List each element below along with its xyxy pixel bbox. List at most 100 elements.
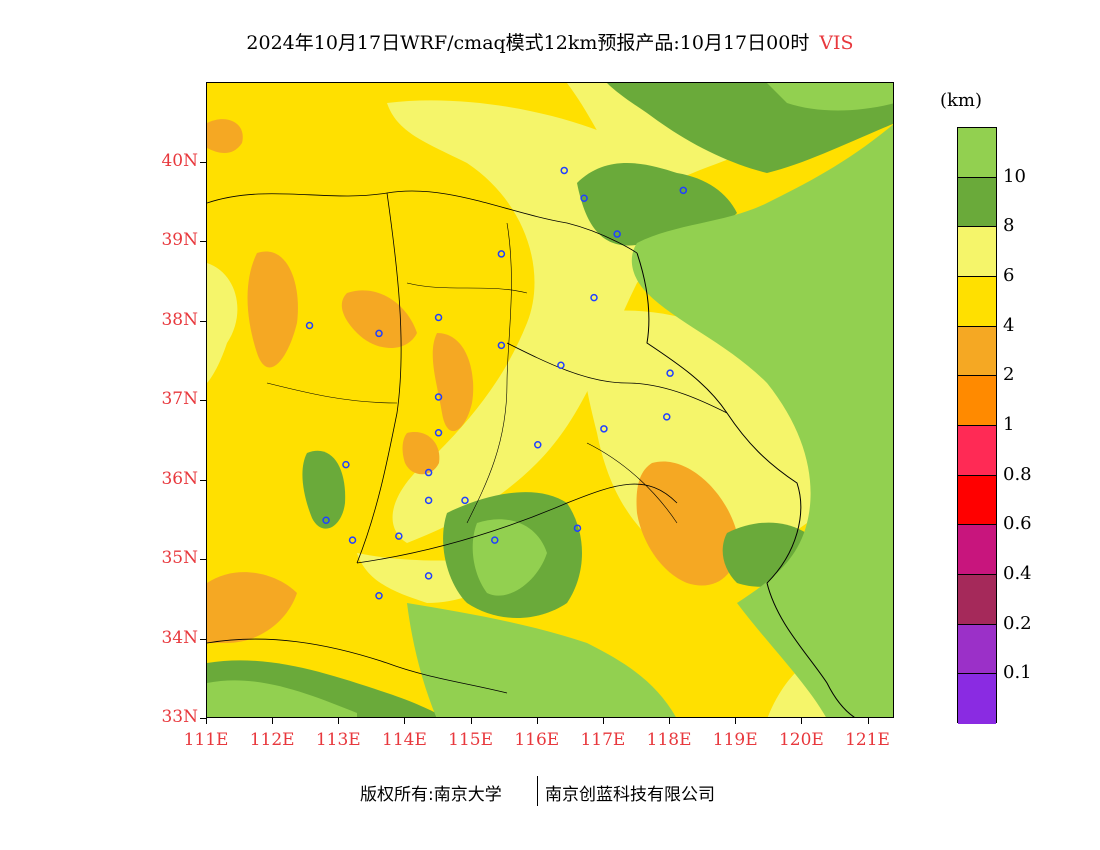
lat-tick	[200, 400, 206, 401]
zone-2-4-c	[432, 333, 474, 432]
lon-label: 115E	[448, 730, 494, 750]
station-marker	[305, 321, 314, 330]
title-variable: VIS	[819, 32, 854, 54]
lat-label: 37N	[161, 389, 198, 409]
legend-label: 0.4	[1003, 563, 1032, 584]
lon-tick	[536, 718, 538, 724]
station-marker	[663, 413, 671, 421]
station-marker	[580, 194, 588, 203]
zone-10-south	[472, 519, 547, 596]
legend-label: 8	[1003, 215, 1015, 237]
county-boundary-4	[586, 442, 678, 524]
legend-unit: (km)	[940, 90, 983, 111]
credit-separator	[537, 776, 538, 806]
station-marker	[434, 313, 443, 322]
province-boundary-1	[207, 190, 638, 254]
zone-2-4-f	[207, 119, 243, 153]
station-marker	[342, 460, 350, 469]
station-marker	[434, 429, 443, 437]
lat-label: 36N	[161, 468, 198, 489]
station-marker	[375, 592, 383, 600]
lon-label: 121E	[845, 730, 890, 750]
station-marker	[434, 393, 443, 401]
province-boundary-4	[506, 342, 728, 414]
legend-label: 6	[1003, 265, 1015, 286]
county-boundary-2	[266, 382, 398, 404]
coastline	[636, 252, 855, 717]
lat-tick	[200, 161, 206, 163]
legend-swatch	[958, 128, 996, 178]
lon-tick	[669, 718, 671, 724]
station-marker	[613, 230, 621, 238]
lat-tick	[200, 479, 206, 481]
station-markers	[305, 166, 688, 600]
lat-tick	[200, 638, 206, 640]
lon-tick	[867, 718, 869, 724]
lon-tick	[801, 718, 803, 724]
province-boundary-3	[356, 483, 678, 564]
lon-label: 112E	[249, 730, 295, 750]
legend-swatch	[958, 425, 996, 476]
station-marker	[534, 440, 542, 449]
legend-label: 1	[1003, 414, 1015, 435]
zone-2-4-b	[341, 290, 417, 348]
map-title: 2024年10月17日WRF/cmaq模式12km预报产品:10月17日00时 V…	[0, 28, 1100, 55]
lat-tick	[200, 241, 206, 242]
station-marker	[395, 532, 403, 540]
lon-tick	[602, 718, 604, 724]
zone-10-south-2	[407, 603, 676, 717]
station-marker	[424, 496, 433, 505]
station-marker	[491, 536, 499, 544]
legend-label: 4	[1003, 314, 1015, 336]
province-boundary-5	[207, 638, 508, 694]
legend-swatch	[958, 326, 996, 377]
color-legend	[957, 127, 997, 724]
lon-label: 116E	[514, 730, 560, 750]
legend-swatch	[958, 624, 996, 675]
legend-label: 0.1	[1003, 662, 1032, 684]
lon-label: 119E	[712, 730, 758, 750]
lon-tick	[206, 718, 207, 724]
station-marker	[322, 516, 330, 524]
zone-6-8-west	[207, 263, 238, 383]
station-marker	[590, 293, 598, 302]
station-marker	[424, 468, 433, 477]
credit-left: 版权所有:南京大学	[360, 785, 502, 805]
lon-label: 117E	[580, 730, 626, 750]
station-marker	[573, 524, 582, 532]
lat-tick	[200, 320, 206, 322]
lat-tick	[200, 559, 206, 560]
lon-label: 118E	[646, 730, 692, 750]
lon-tick	[470, 718, 472, 724]
legend-swatch	[958, 475, 996, 526]
lon-label: 120E	[778, 730, 824, 750]
station-marker	[461, 496, 469, 505]
lon-label: 114E	[382, 730, 427, 750]
lat-label: 34N	[161, 627, 198, 648]
station-marker	[557, 361, 565, 369]
zone-2-4-g	[402, 432, 440, 475]
station-marker	[497, 250, 506, 258]
title-main: 2024年10月17日WRF/cmaq模式12km预报产品:10月17日00时	[246, 32, 810, 54]
visibility-map	[206, 82, 894, 718]
legend-label: 0.6	[1003, 513, 1032, 535]
station-marker	[600, 425, 608, 433]
lon-label: 111E	[183, 730, 229, 750]
map-canvas	[207, 83, 893, 717]
zone-10-north	[767, 83, 893, 111]
lat-label: 40N	[161, 150, 198, 171]
legend-swatch	[958, 674, 996, 724]
province-boundary-2	[356, 192, 402, 564]
county-boundary-3	[406, 282, 528, 294]
zone-10-east	[631, 124, 893, 717]
legend-swatch	[958, 276, 996, 327]
station-marker	[497, 341, 506, 350]
station-marker	[666, 369, 674, 377]
legend-label: 10	[1003, 165, 1026, 187]
station-marker	[375, 329, 383, 338]
zone-8-10-west	[302, 450, 346, 529]
legend-swatch	[958, 177, 996, 228]
zone-2-4-e	[207, 572, 297, 643]
legend-swatch	[958, 376, 996, 426]
legend-label: 2	[1003, 364, 1015, 386]
